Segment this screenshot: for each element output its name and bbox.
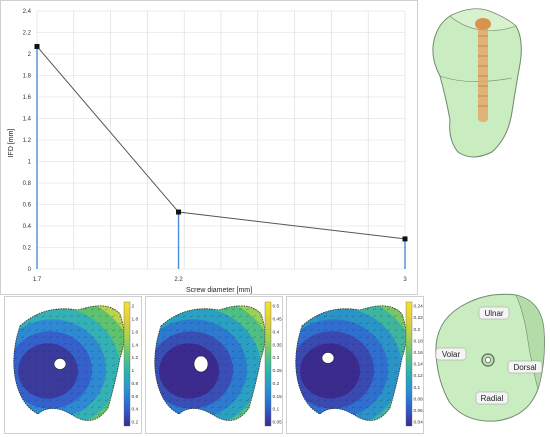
x-axis-title: Screw diameter [mm] (186, 287, 252, 294)
bone-cross-section-model: Ulnar Volar Dorsal Radial (435, 293, 545, 422)
label-ulnar: Ulnar (478, 306, 510, 320)
colorbar (123, 301, 131, 427)
colorbar-tick-label: 0.22 (414, 315, 424, 321)
label-radial-text: Radial (481, 394, 504, 403)
screw-hole (193, 355, 209, 373)
chart-grid (36, 10, 406, 270)
colorbar-tick-label: 1.2 (132, 355, 139, 361)
screw-threads (478, 35, 488, 107)
colorbar-tick-label: 0.15 (273, 394, 283, 400)
colorbar (264, 301, 272, 427)
label-radial-box (475, 391, 509, 405)
colorbar-tick-label: 0.1 (414, 385, 421, 391)
heatmap-panel-1: 2 1.8 1.6 1.4 1.2 1 0.8 0.6 0.4 0.2 (4, 296, 142, 434)
label-ulnar-box (478, 306, 510, 320)
y-tick-label: 0.6 (23, 203, 32, 209)
colorbar-tick-label: 0.4 (273, 329, 280, 335)
screw-hole (53, 358, 67, 370)
colorbar-tick-label: 0.04 (414, 420, 424, 426)
screw-head (475, 18, 491, 30)
y-tick-label: 0.2 (23, 246, 32, 252)
bone-body (432, 8, 522, 158)
y-tick-label: 2 (28, 52, 32, 58)
label-radial: Radial (475, 391, 509, 405)
colorbar-tick-label: 0.35 (273, 342, 283, 348)
ifd-chart-panel: 0 0.2 0.4 0.6 0.8 1 1.2 1.4 1.6 1.8 2 2.2 2.4 1.7 2.2… (0, 0, 418, 295)
y-tick-label: 0 (28, 267, 32, 273)
colorbar-tick-label: 0.1 (273, 407, 280, 413)
label-volar: Volar (435, 347, 467, 361)
screw-hole (321, 352, 335, 364)
colorbar-tick-label: 1.8 (132, 316, 139, 322)
colorbar-tick-label: 0.12 (414, 373, 424, 379)
domain-outline (295, 305, 407, 421)
heatmap-panel-3: 0.24 0.22 0.2 0.18 0.16 0.14 0.12 0.1 0.08 0.06 0.… (286, 296, 424, 434)
colorbar-tick-label: 0.2 (132, 420, 139, 426)
colorbar-tick-label: 0.24 (414, 304, 424, 310)
label-dorsal-text: Dorsal (513, 363, 536, 372)
colorbar-tick-label: 0.2 (414, 327, 421, 333)
x-tick-label: 2.2 (174, 277, 183, 283)
colorbar-tick-label: 0.08 (414, 396, 424, 402)
label-dorsal-box (507, 360, 543, 374)
y-tick-label: 0.8 (23, 181, 32, 187)
y-tick-label: 2.4 (23, 9, 32, 15)
y-tick-label: 1.8 (23, 74, 32, 80)
colorbar-tick-label: 0.8 (132, 381, 139, 387)
y-tick-label: 0.4 (23, 224, 32, 230)
colorbar-tick-label: 0.6 (132, 394, 139, 400)
y-tick-label: 1.4 (23, 117, 32, 123)
ifd-series (34, 43, 408, 269)
colorbar-tick-label: 0.45 (273, 316, 283, 322)
heatmap-field (295, 305, 406, 421)
y-axis-title: IFD [mm] (8, 129, 15, 158)
colorbar-tick-label: 0.05 (273, 420, 283, 426)
label-dorsal: Dorsal (507, 360, 543, 374)
colorbar-tick-label: 0.2 (273, 381, 280, 387)
label-ulnar-text: Ulnar (484, 309, 503, 318)
colorbar-tick-label: 0.3 (273, 355, 280, 361)
label-volar-text: Volar (442, 350, 461, 359)
y-tick-label: 2.2 (23, 31, 32, 37)
colorbar-tick-label: 0.25 (273, 368, 283, 374)
data-point-marker (176, 209, 182, 215)
data-point-marker (34, 43, 40, 49)
domain-outline (154, 305, 266, 421)
colorbar-tick-label: 1.6 (132, 329, 139, 335)
heatmap-panel-2: 0.5 0.45 0.4 0.35 0.3 0.25 0.2 0.15 0.1 0.05 (145, 296, 283, 434)
colorbar-tick-label: 0.18 (414, 338, 424, 344)
colorbar-tick-label: 0.4 (132, 407, 139, 413)
y-tick-label: 1.2 (23, 138, 32, 144)
colorbar-tick-label: 0.16 (414, 350, 424, 356)
y-tick-label: 1.6 (23, 95, 32, 101)
data-point-marker (402, 236, 408, 242)
x-tick-label: 3 (403, 277, 407, 283)
screw-shaft (478, 24, 488, 122)
label-volar-box (435, 347, 467, 361)
colorbar-tick-label: 0.06 (414, 408, 424, 414)
bone-edge-line (439, 75, 513, 82)
colorbar-tick-label: 0.14 (414, 362, 424, 368)
colorbar-tick-label: 1 (132, 368, 135, 374)
y-tick-label: 1 (28, 160, 32, 166)
colorbar (405, 301, 413, 427)
ifd-line-chart: 0 0.2 0.4 0.6 0.8 1 1.2 1.4 1.6 1.8 2 2.2 2.4 1.7 2.2… (8, 9, 408, 294)
y-axis-ticks: 0 0.2 0.4 0.6 0.8 1 1.2 1.4 1.6 1.8 2 2.2 2.4 (23, 9, 32, 273)
colorbar-tick-label: 2 (132, 304, 135, 310)
colorbar-tick-label: 0.5 (273, 304, 280, 310)
colorbar-tick-label: 1.4 (132, 342, 139, 348)
bone-screw-3d-model (432, 8, 522, 158)
domain-outline (13, 305, 125, 421)
x-tick-label: 1.7 (33, 277, 42, 283)
x-axis-ticks: 1.7 2.2 3 (33, 277, 408, 283)
screw-hole-inner (484, 356, 492, 364)
